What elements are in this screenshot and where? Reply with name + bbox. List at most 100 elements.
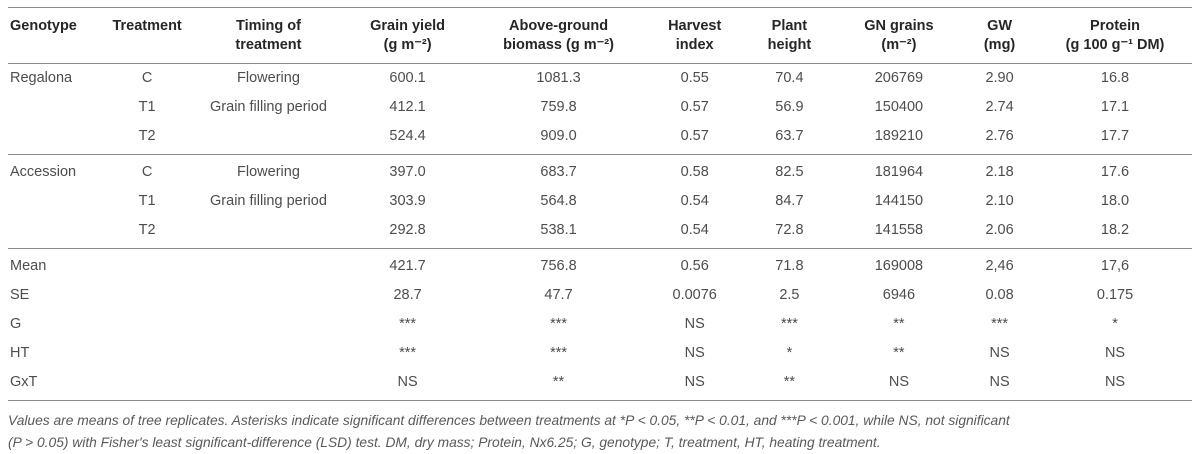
table-cell: T2 <box>138 222 156 238</box>
table-cell: 397.0 <box>345 154 470 187</box>
column-header-gw: GW (mg) <box>961 7 1039 64</box>
table-cell: Flowering <box>191 154 346 187</box>
table-cell: 2.74 <box>985 99 1014 115</box>
column-header-line: Timing of <box>235 18 301 34</box>
table-cell: 28.7 <box>393 287 422 303</box>
table-cell: 0.57 <box>680 99 709 115</box>
column-header-biomass: Above-ground biomass (g m⁻²) <box>469 7 648 64</box>
table-cell: NS <box>1104 345 1126 361</box>
table-cell: 17,6 <box>1038 248 1192 281</box>
table-cell: 0.175 <box>1096 287 1134 303</box>
table-cell: 2.90 <box>985 70 1014 86</box>
table-cell: 56.9 <box>775 99 804 115</box>
table-cell: *** <box>780 316 798 332</box>
header-row: Genotype Treatment Timing of treatment Grain… <box>8 7 1192 64</box>
table-cell: 564.8 <box>540 193 577 209</box>
table-cell: * <box>1112 316 1118 332</box>
column-header-treatment: Treatment <box>102 7 192 64</box>
results-table: Genotype Treatment Timing of treatment Grain… <box>8 7 1192 401</box>
column-header-genotype: Genotype <box>8 7 103 64</box>
table-cell: 2,46 <box>961 248 1039 281</box>
column-header-line: Treatment <box>112 18 182 34</box>
table-cell <box>191 368 346 401</box>
table-cell: 47.7 <box>544 287 573 303</box>
table-cell <box>8 122 103 155</box>
table-cell: C <box>141 70 153 86</box>
table-cell: T2 <box>138 128 156 144</box>
column-header-line: index <box>675 37 714 53</box>
table-cell: NS <box>684 316 705 332</box>
table-cell: 759.8 <box>540 99 577 115</box>
table-cell: 70.4 <box>775 70 804 86</box>
table-cell: 71.8 <box>742 248 837 281</box>
column-header-line: Protein <box>1090 18 1140 34</box>
table-cell: * <box>786 345 793 361</box>
table-cell: 2.76 <box>985 128 1014 144</box>
table-row: Mean 421.7 756.8 0.56 71.8 169008 2,46 17,6 <box>8 248 1192 281</box>
table-cell: HT <box>10 345 30 361</box>
table-row: T2 524.4 909.0 0.57 63.7 189210 2.76 17.7 <box>8 122 1192 155</box>
table-cell: 181964 <box>836 154 962 187</box>
table-cell: T1 <box>138 193 156 209</box>
table-row: T2 292.8 538.1 0.54 72.8 141558 2.06 18.2 <box>8 216 1192 249</box>
table-cell: 0.58 <box>647 154 743 187</box>
table-cell: NS <box>989 345 1010 361</box>
column-header-line: Genotype <box>10 18 77 34</box>
table-cell: 17.7 <box>1100 128 1130 144</box>
column-header-harvest-index: Harvest index <box>647 7 743 64</box>
table-header: Genotype Treatment Timing of treatment Grain… <box>8 7 1192 64</box>
table-cell: 0.54 <box>680 193 709 209</box>
table-cell: ** <box>742 368 837 401</box>
table-cell: 72.8 <box>775 222 804 238</box>
column-header-line: treatment <box>235 37 302 53</box>
footnote-line-2: (P > 0.05) with Fisher's least significa… <box>8 435 881 450</box>
table-cell: 0.57 <box>680 128 709 144</box>
column-header-line: Above-ground <box>508 18 609 34</box>
table-row: Regalona C Flowering 600.1 1081.3 0.55 70.4 206… <box>8 64 1192 94</box>
table-cell <box>103 339 192 368</box>
table-cell: Grain filling period <box>210 99 327 115</box>
table-cell <box>8 216 103 249</box>
column-header-grain-yield: Grain yield (g m⁻²) <box>345 7 470 64</box>
table-cell: 0.55 <box>680 70 709 86</box>
table-cell <box>192 216 346 249</box>
table-cell: *** <box>550 316 567 332</box>
table-cell: 17.6 <box>1038 154 1192 187</box>
table-cell: 303.9 <box>389 193 426 209</box>
table-cell: ** <box>893 345 905 361</box>
table-cell: *** <box>399 345 417 361</box>
table-cell <box>103 281 192 310</box>
table-cell: 538.1 <box>540 222 577 238</box>
table-cell: 1081.3 <box>536 70 581 86</box>
column-header-line: Plant <box>771 18 808 34</box>
column-header-timing: Timing of treatment <box>191 7 346 64</box>
table-cell: 412.1 <box>389 99 426 115</box>
table-row: T1 Grain filling period 303.9 564.8 0.54 84.7… <box>8 187 1192 216</box>
table-cell <box>191 248 346 281</box>
table-cell: Accession <box>8 154 103 187</box>
table-cell <box>102 248 192 281</box>
table-cell: 2.5 <box>779 287 800 303</box>
table-cell <box>102 368 192 401</box>
table-cell: 909.0 <box>540 128 577 144</box>
table-cell: 189210 <box>874 128 924 144</box>
table-cell: NS <box>647 368 743 401</box>
table-cell: NS <box>1038 368 1192 401</box>
table-cell: 0.54 <box>680 222 709 238</box>
table-cell: 84.7 <box>775 193 804 209</box>
column-header-line: height <box>767 37 812 53</box>
table-cell: 150400 <box>874 99 924 115</box>
table-cell: 16.8 <box>1100 70 1130 86</box>
table-cell: GxT <box>8 368 103 401</box>
column-header-line: (mg) <box>983 37 1016 53</box>
column-header-protein: Protein (g 100 g⁻¹ DM) <box>1038 7 1192 64</box>
table-cell: 2.06 <box>985 222 1014 238</box>
table-cell: NS <box>684 345 705 361</box>
table-cell: ** <box>893 316 905 332</box>
table-cell: 2.18 <box>961 154 1039 187</box>
table-cell <box>103 310 192 339</box>
table-cell: 206769 <box>874 70 924 86</box>
column-header-line: (g m⁻²) <box>383 37 432 53</box>
column-header-gn-grains: GN grains (m⁻²) <box>836 7 962 64</box>
